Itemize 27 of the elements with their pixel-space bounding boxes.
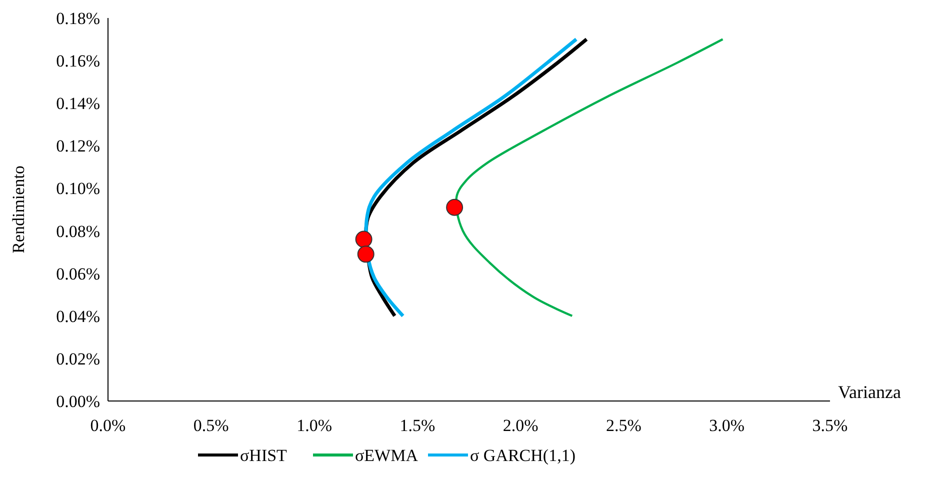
legend-label: σ GARCH(1,1) xyxy=(470,446,576,465)
x-tick-label: 2.0% xyxy=(502,416,538,435)
x-tick-label: 3.0% xyxy=(709,416,745,435)
x-axis-title: Varianza xyxy=(838,382,901,402)
y-tick-label: 0.10% xyxy=(56,179,100,198)
legend-label: σEWMA xyxy=(355,446,419,465)
x-tick-label: 1.0% xyxy=(296,416,332,435)
point xyxy=(357,246,374,263)
x-tick-label: 3.5% xyxy=(812,416,848,435)
point xyxy=(355,230,372,248)
y-tick-label: 0.18% xyxy=(56,9,100,28)
y-tick-label: 0.16% xyxy=(56,52,100,71)
x-tick-label: 0.0% xyxy=(90,416,126,435)
legend-label: σHIST xyxy=(240,446,288,465)
y-tick-label: 0.08% xyxy=(56,222,100,241)
x-tick-label: 2.5% xyxy=(606,416,642,435)
y-tick-label: 0.00% xyxy=(56,392,100,411)
y-tick-label: 0.14% xyxy=(56,94,100,114)
y-tick-label: 0.02% xyxy=(56,349,100,368)
y-tick-label: 0.06% xyxy=(56,264,100,284)
y-tick-label: 0.12% xyxy=(56,136,100,156)
point xyxy=(446,198,464,216)
y-axis-title: Rendimiento xyxy=(9,166,28,254)
y-tick-label: 0.04% xyxy=(56,306,100,326)
x-tick-label: 1.5% xyxy=(400,416,436,435)
x-tick-label: 0.5% xyxy=(193,416,229,435)
line-series xyxy=(455,38,724,317)
